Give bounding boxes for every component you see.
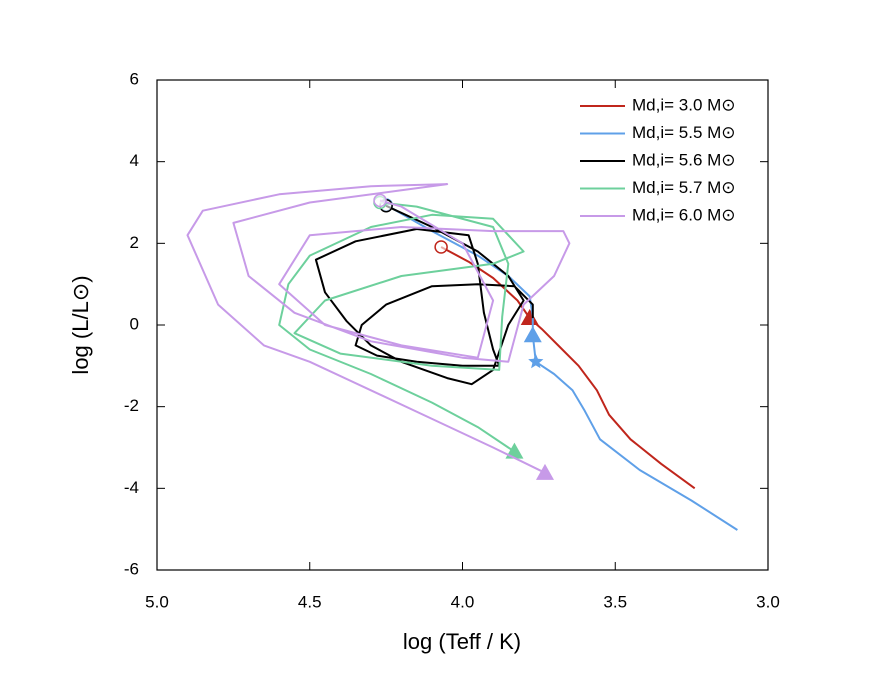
legend-label: Md,i= 5.6 M⊙	[632, 150, 736, 169]
x-tick-label: 4.5	[298, 592, 322, 611]
legend-label: Md,i= 6.0 M⊙	[632, 205, 736, 224]
y-tick-label: 6	[130, 69, 139, 88]
series-line	[278, 201, 525, 453]
x-tick-label: 5.0	[145, 592, 169, 611]
legend-label: Md,i= 5.7 M⊙	[632, 178, 736, 197]
marker-circle	[373, 193, 387, 208]
legend-label: Md,i= 5.5 M⊙	[632, 123, 736, 142]
legend-label: Md,i= 3.0 M⊙	[632, 95, 736, 114]
x-tick-label: 3.5	[603, 592, 627, 611]
y-tick-label: 4	[130, 151, 139, 170]
y-axis-label: log (L/L⊙)	[68, 275, 93, 374]
y-tick-label: -2	[124, 396, 139, 415]
marker-triangle	[505, 442, 524, 459]
y-tick-label: 2	[130, 233, 139, 252]
x-tick-label: 4.0	[451, 592, 475, 611]
y-tick-label: -4	[124, 478, 139, 497]
x-axis-label: log (Teff / K)	[403, 629, 521, 654]
marker-star	[528, 353, 544, 369]
y-tick-label: -6	[124, 559, 139, 578]
marker-triangle	[520, 309, 539, 326]
marker-circle	[434, 240, 448, 254]
x-tick-label: 3.0	[756, 592, 780, 611]
series-line	[440, 246, 696, 490]
marker-triangle	[535, 463, 554, 480]
series-line	[186, 183, 571, 474]
marker-triangle	[523, 326, 542, 343]
y-tick-label: 0	[130, 314, 139, 333]
